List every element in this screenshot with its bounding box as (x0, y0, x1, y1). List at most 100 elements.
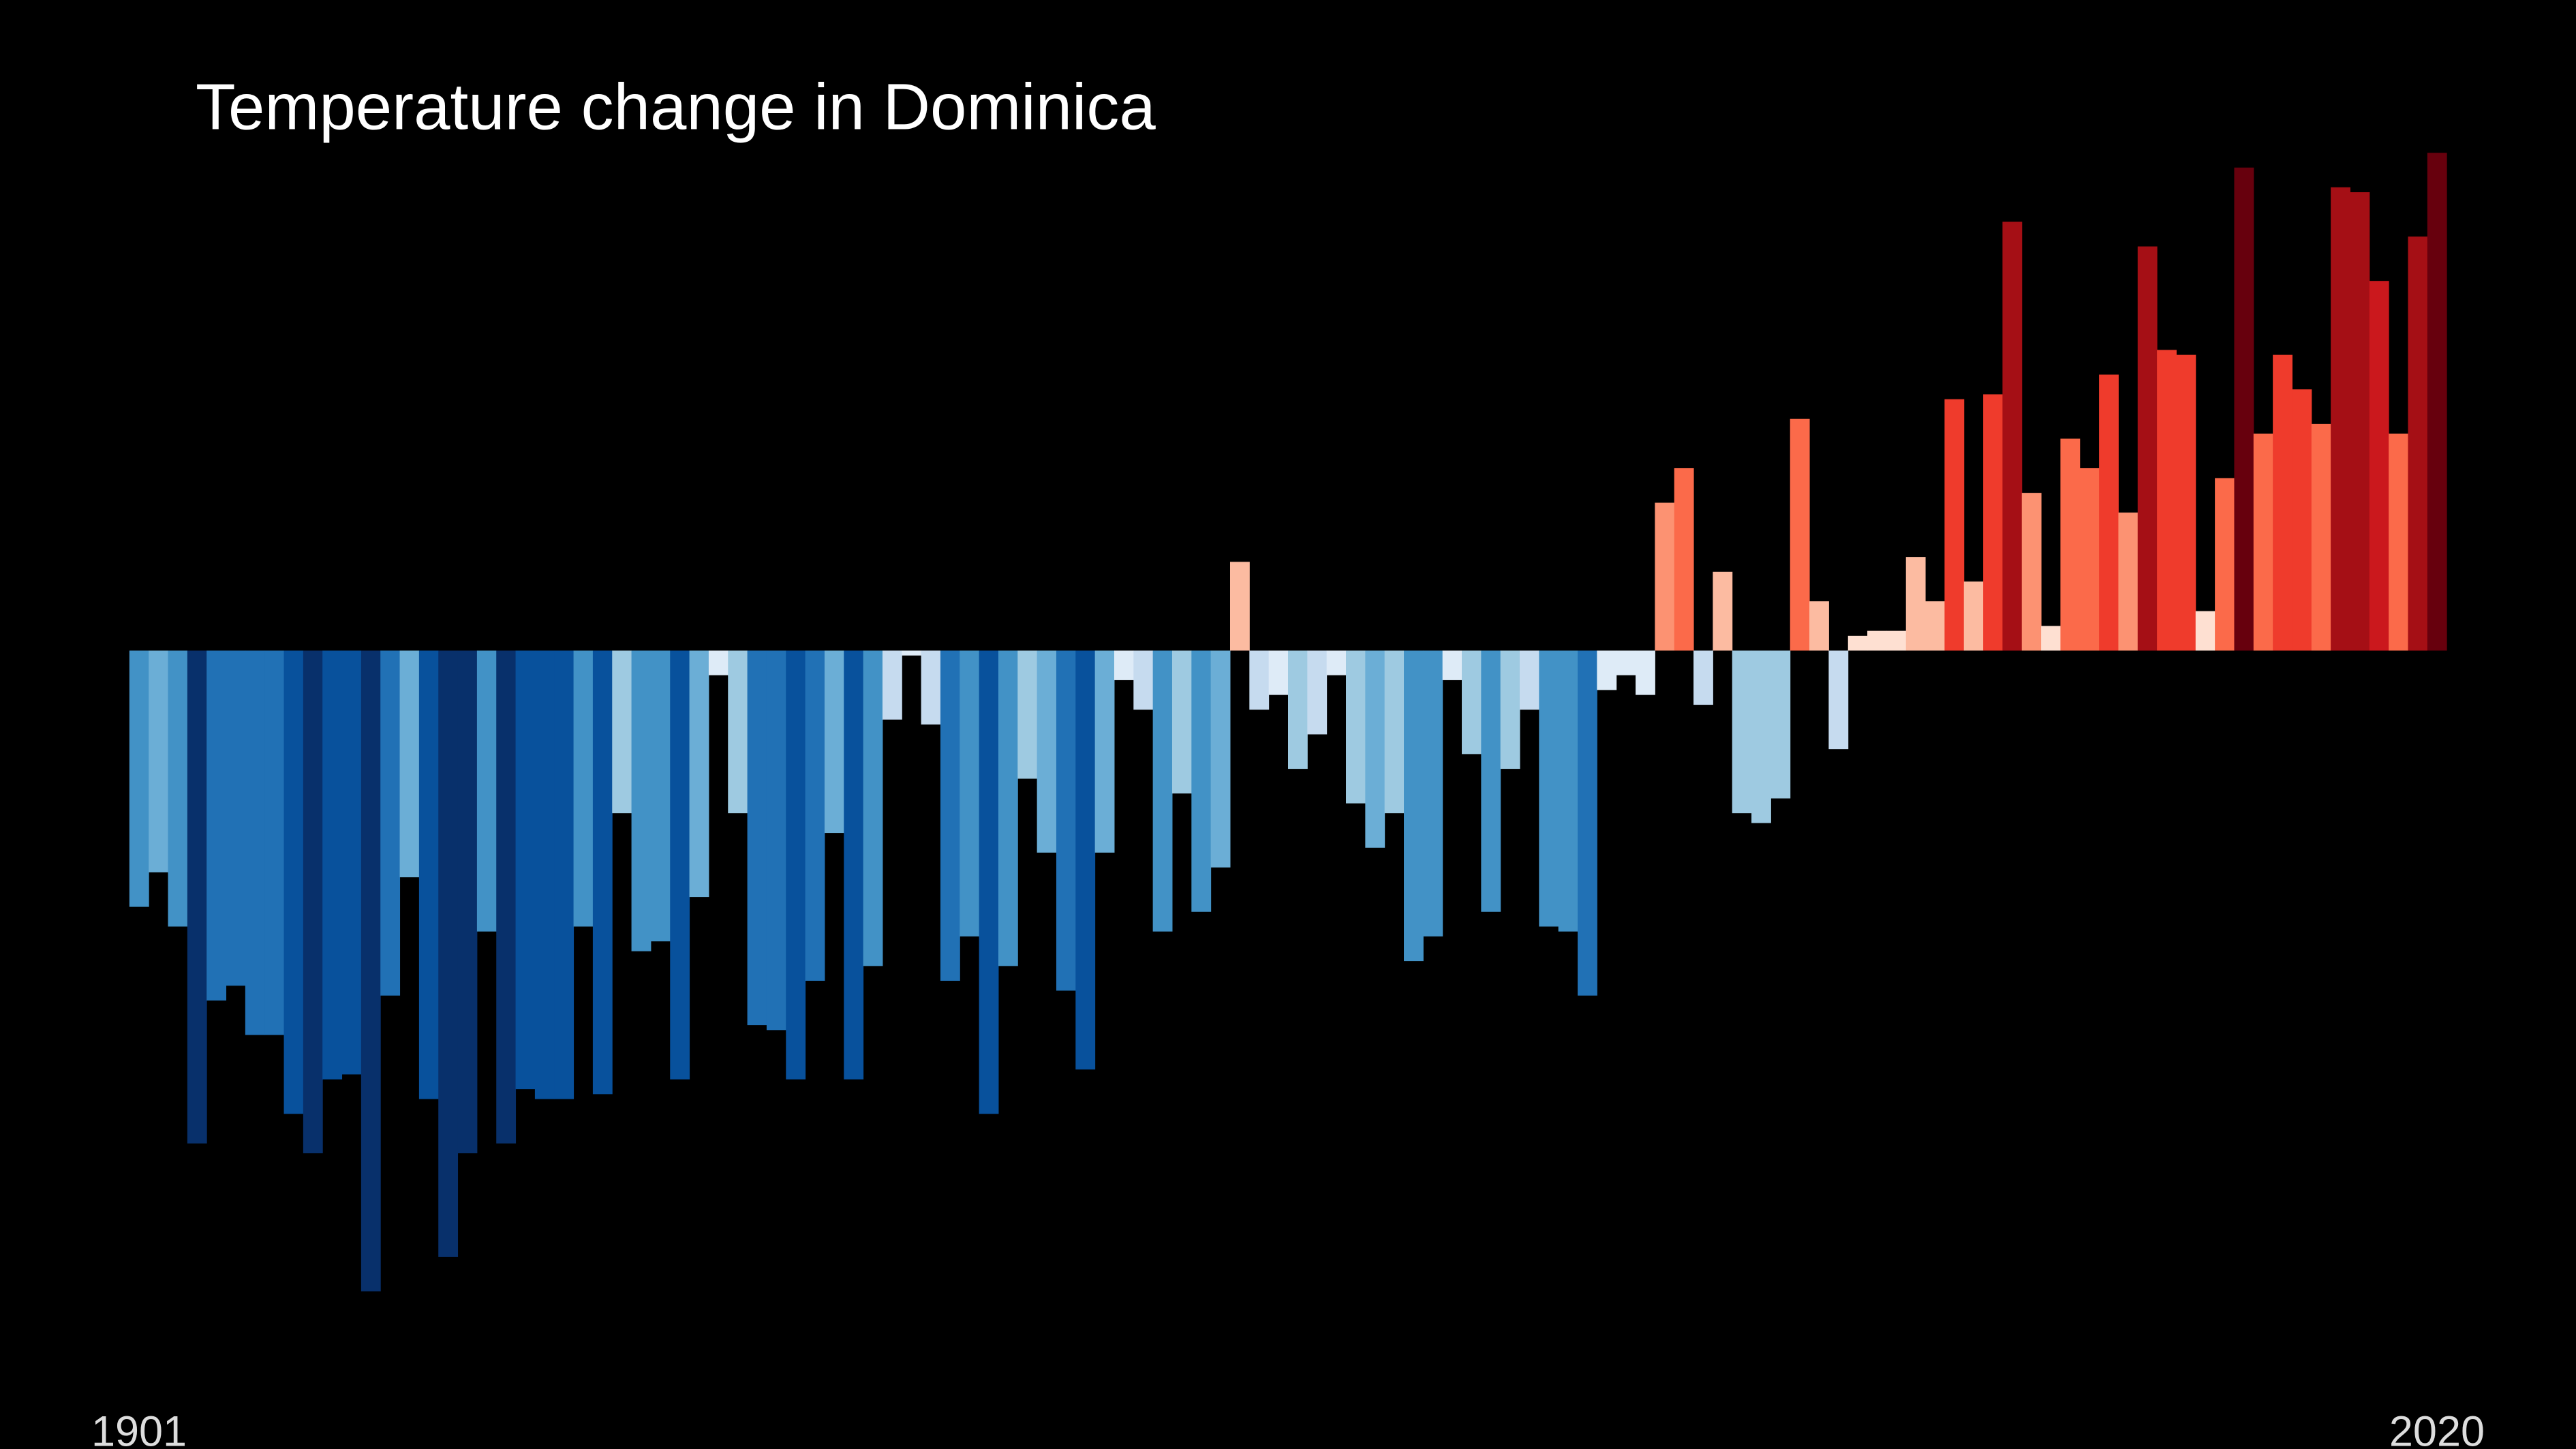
bar (457, 650, 478, 1154)
bar (670, 650, 690, 1080)
bar (1442, 650, 1462, 680)
bar (2369, 281, 2389, 651)
bar (418, 650, 439, 1099)
bar (1404, 650, 1424, 962)
bar (1365, 650, 1385, 848)
bar (1481, 650, 1501, 912)
bar (1770, 650, 1791, 799)
bar (940, 650, 960, 981)
bar (1597, 650, 1617, 690)
bar (361, 650, 381, 1292)
bar (1210, 650, 1231, 868)
bar (2041, 626, 2061, 651)
bar (1191, 650, 1212, 912)
bar (1094, 650, 1115, 853)
bar (1655, 502, 1675, 651)
bar (824, 650, 844, 834)
bar (2079, 468, 2100, 651)
bar (960, 650, 980, 936)
bar (2350, 192, 2370, 651)
bar (1616, 650, 1636, 675)
bar (844, 650, 864, 1080)
bar (1636, 650, 1655, 695)
bar (1520, 650, 1539, 710)
bar (921, 650, 941, 724)
bar (2002, 222, 2023, 651)
bar (1539, 650, 1559, 927)
bar (1578, 650, 1597, 996)
bar (708, 650, 729, 675)
bar (2234, 167, 2254, 651)
bar (129, 650, 149, 907)
bar (2331, 187, 2350, 651)
bar (2021, 493, 2042, 651)
bar (399, 650, 420, 878)
bar (1963, 581, 1984, 651)
bar (1674, 468, 1694, 651)
bar (534, 650, 555, 1099)
bar (2176, 354, 2196, 651)
bar (1500, 650, 1520, 769)
bar (1249, 650, 1270, 710)
chart-title: Temperature change in Dominica (196, 70, 1156, 143)
bar (187, 650, 207, 1144)
bar (2060, 438, 2081, 651)
bar (805, 650, 825, 981)
bar (612, 650, 632, 814)
bar (515, 650, 536, 1090)
bar (1462, 650, 1482, 754)
bar (206, 650, 227, 1001)
bar (1423, 650, 1443, 936)
bar (1983, 394, 2003, 651)
bar (554, 650, 574, 1099)
bar (786, 650, 806, 1080)
bar (1017, 650, 1038, 779)
bar (1114, 650, 1134, 680)
bar (882, 650, 902, 720)
bar (728, 650, 748, 814)
bar (1268, 650, 1289, 695)
bar (2195, 611, 2215, 651)
bar (1809, 601, 1829, 651)
bar (1847, 635, 1868, 651)
bar (1944, 399, 1965, 651)
bar (438, 650, 459, 1257)
bar (631, 650, 651, 951)
bar (1751, 650, 1771, 823)
bar (1288, 650, 1308, 769)
bar (1037, 650, 1057, 853)
x-tick-label: 1901 (91, 1408, 187, 1449)
bar (1905, 557, 1926, 651)
bar (592, 650, 613, 1095)
bar (979, 650, 999, 1114)
bar (1229, 562, 1250, 651)
bar (2389, 433, 2408, 651)
bar (2157, 350, 2177, 651)
bar (264, 650, 285, 1035)
bar (1056, 650, 1076, 991)
bar (1713, 571, 1733, 651)
bar (2292, 389, 2312, 651)
bar (168, 650, 188, 927)
bar (1790, 418, 1810, 651)
bar (341, 650, 362, 1075)
bar (476, 650, 497, 932)
bar (496, 650, 517, 1144)
bar (1828, 650, 1849, 750)
bar (2427, 153, 2447, 651)
bar (2099, 374, 2119, 651)
bar (747, 650, 767, 1026)
bar (902, 650, 922, 656)
bar (2215, 478, 2235, 651)
bar (1307, 650, 1328, 735)
bar (998, 650, 1018, 966)
bar (1384, 650, 1405, 814)
bar (303, 650, 323, 1154)
bar (245, 650, 265, 1035)
bar (2118, 513, 2138, 651)
bar (2311, 423, 2331, 651)
bar (1886, 630, 1907, 651)
bar (689, 650, 709, 898)
